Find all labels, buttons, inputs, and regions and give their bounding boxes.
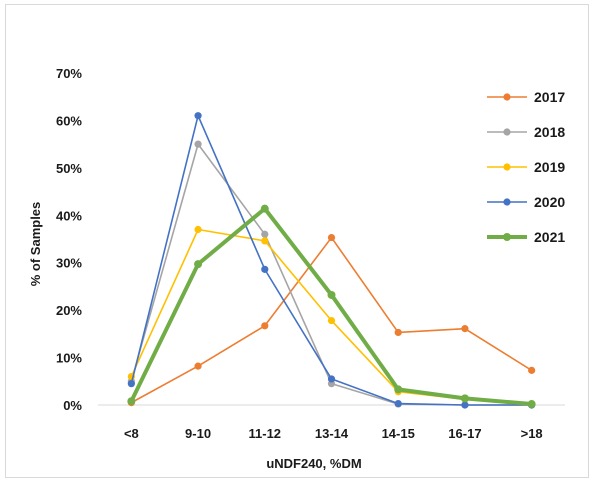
- legend-swatch-marker: [503, 163, 511, 171]
- x-tick-label: 16-17: [448, 426, 481, 441]
- legend-item: 2019: [487, 159, 565, 175]
- legend-label: 2018: [534, 124, 565, 140]
- y-tick-label: 0%: [63, 398, 82, 413]
- data-point: [194, 362, 202, 370]
- x-tick-label: 14-15: [382, 426, 415, 441]
- legend-label: 2020: [534, 194, 565, 210]
- data-point: [194, 225, 202, 234]
- legend-label: 2021: [534, 229, 565, 245]
- series-2021: [127, 204, 536, 409]
- data-point: [327, 375, 336, 383]
- legend-label: 2017: [534, 89, 565, 105]
- data-point: [461, 325, 469, 333]
- x-tick-label: >18: [521, 426, 543, 441]
- data-point: [394, 385, 403, 394]
- data-point: [527, 400, 536, 409]
- data-point: [261, 230, 269, 238]
- x-axis-title: uNDF240, %DM: [266, 456, 361, 471]
- series-2018: [127, 140, 536, 409]
- y-axis-ticks: 0% 10% 20% 30% 40% 50% 60% 70%: [56, 66, 82, 413]
- data-point: [261, 322, 269, 330]
- data-point: [528, 366, 536, 374]
- data-point: [394, 399, 402, 408]
- x-axis-ticks: <8 9-10 11-12 13-14 14-15 16-17 >18: [124, 426, 543, 441]
- y-tick-label: 50%: [56, 161, 82, 176]
- data-point: [327, 290, 336, 299]
- series-2017: [127, 233, 536, 407]
- legend-item: 2017: [487, 89, 565, 105]
- legend: 2017 2018 2019 2020 2021: [487, 89, 565, 245]
- y-tick-label: 20%: [56, 303, 82, 318]
- data-point: [194, 140, 202, 148]
- x-tick-label: 11-12: [249, 426, 282, 441]
- legend-swatch-marker: [503, 93, 511, 101]
- data-point: [261, 265, 269, 273]
- y-axis-title: % of Samples: [28, 202, 43, 287]
- legend-swatch-marker: [503, 198, 511, 206]
- data-point: [194, 260, 203, 269]
- x-tick-label: <8: [124, 426, 139, 441]
- legend-swatch-marker: [503, 233, 511, 241]
- data-point: [394, 328, 402, 337]
- chart-frame: [5, 4, 589, 478]
- series-line: [130, 114, 532, 406]
- data-point: [461, 401, 469, 409]
- legend-item: 2020: [487, 194, 565, 210]
- data-point: [127, 397, 136, 406]
- series-2020: [127, 112, 536, 409]
- data-point: [327, 316, 336, 325]
- data-point: [260, 204, 269, 213]
- x-tick-label: 9-10: [185, 426, 211, 441]
- data-point: [460, 394, 469, 403]
- series-group: [127, 112, 536, 409]
- y-tick-label: 70%: [56, 66, 82, 81]
- y-tick-label: 40%: [56, 208, 82, 223]
- x-tick-label: 13-14: [315, 426, 349, 441]
- y-tick-label: 60%: [56, 113, 82, 128]
- legend-label: 2019: [534, 159, 565, 175]
- data-point: [127, 380, 135, 388]
- legend-item: 2021: [487, 229, 565, 245]
- legend-item: 2018: [487, 124, 565, 140]
- y-tick-label: 30%: [56, 256, 82, 271]
- legend-swatch-marker: [503, 128, 511, 136]
- data-point: [194, 112, 202, 120]
- data-point: [327, 233, 336, 242]
- data-point: [261, 237, 269, 245]
- y-tick-label: 10%: [56, 351, 82, 366]
